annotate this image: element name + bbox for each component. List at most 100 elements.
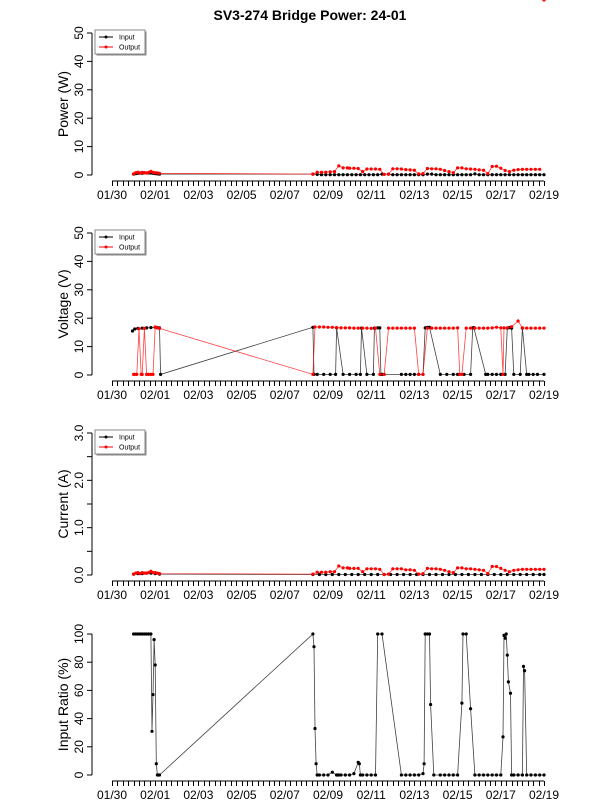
- x-tick-label: 02/05: [227, 388, 257, 402]
- data-point: [315, 773, 319, 777]
- data-point: [322, 773, 326, 777]
- legend-label: Output: [119, 45, 140, 52]
- data-point: [473, 326, 477, 330]
- data-point: [429, 702, 433, 707]
- data-point: [142, 632, 146, 636]
- data-point: [443, 326, 447, 330]
- data-point: [490, 372, 494, 376]
- data-point: [447, 570, 451, 574]
- x-tick-label: 02/01: [140, 588, 170, 602]
- panel-voltage: 0 10 20 30 40 50 Voltage (V) 01/30 02/01 02/03 02/…: [55, 226, 559, 402]
- data-point: [133, 327, 137, 331]
- data-point: [421, 372, 425, 376]
- data-point: [499, 173, 503, 177]
- y-tick-label: 20: [72, 311, 86, 325]
- data-point: [386, 172, 391, 176]
- data-point: [477, 773, 481, 777]
- data-point: [490, 773, 494, 777]
- data-point: [520, 326, 525, 330]
- y-tick-label: 3.0: [72, 424, 86, 441]
- data-point: [505, 326, 509, 330]
- legend-swatch-point: [104, 235, 108, 239]
- legend-swatch-point: [104, 45, 108, 49]
- data-point: [399, 567, 403, 571]
- data-point: [369, 167, 373, 171]
- data-point: [367, 173, 371, 177]
- data-point: [510, 773, 514, 777]
- data-point: [434, 167, 438, 171]
- data-point: [492, 572, 496, 577]
- data-point: [432, 773, 436, 777]
- x-tick-label: 02/11: [357, 588, 386, 602]
- data-point: [395, 167, 399, 171]
- data-point: [412, 326, 416, 330]
- legend-swatch-point: [104, 245, 108, 249]
- data-point: [499, 773, 503, 777]
- data-point: [157, 572, 162, 576]
- data-point: [529, 567, 533, 571]
- data-point: [412, 568, 416, 572]
- data-point: [542, 173, 546, 177]
- data-point: [512, 568, 516, 572]
- y-tick-label: 20: [72, 740, 86, 754]
- data-point: [456, 173, 460, 177]
- data-point: [354, 173, 358, 177]
- data-point: [149, 632, 153, 636]
- data-point: [469, 567, 473, 571]
- data-point: [311, 632, 315, 636]
- x-tick-label: 02/13: [399, 788, 429, 800]
- data-point: [481, 173, 486, 177]
- data-point: [456, 773, 460, 777]
- data-point: [317, 325, 321, 329]
- data-point: [358, 173, 362, 177]
- data-point: [499, 572, 503, 577]
- data-point: [140, 632, 144, 636]
- data-point: [382, 572, 386, 577]
- data-point: [503, 173, 507, 177]
- x-tick-label: 02/05: [227, 188, 257, 202]
- x-tick-label: 02/07: [270, 188, 300, 202]
- series-output: [132, 564, 546, 577]
- data-point: [369, 572, 373, 577]
- data-point: [369, 567, 373, 571]
- data-point: [434, 173, 438, 177]
- data-point: [531, 572, 535, 577]
- y-tick-label: 0.0: [72, 566, 86, 583]
- data-point: [516, 568, 520, 572]
- legend-swatch-point: [104, 435, 108, 439]
- data-point: [373, 167, 378, 171]
- y-tick-label: 50: [72, 226, 86, 240]
- legend-label: Input: [119, 435, 135, 442]
- data-point: [520, 567, 525, 571]
- x-tick-label: 02/03: [183, 588, 213, 602]
- data-point: [516, 319, 520, 323]
- data-point: [451, 773, 455, 777]
- data-point: [438, 372, 442, 376]
- data-point: [417, 172, 421, 176]
- data-point: [527, 372, 531, 376]
- data-point: [408, 168, 412, 172]
- data-point: [430, 567, 434, 571]
- data-point: [369, 773, 373, 777]
- data-point: [479, 572, 483, 577]
- data-point: [337, 572, 341, 577]
- data-point: [330, 325, 334, 329]
- data-point: [490, 164, 494, 169]
- data-point: [365, 372, 369, 376]
- data-point: [154, 762, 158, 766]
- data-point: [520, 173, 525, 177]
- data-point: [380, 632, 384, 636]
- data-point: [159, 372, 163, 376]
- data-point: [348, 773, 352, 777]
- legend-box: [94, 29, 146, 55]
- data-point: [533, 773, 538, 777]
- data-point: [525, 372, 529, 376]
- data-point: [315, 172, 319, 176]
- data-point: [538, 167, 542, 171]
- x-tick-label: 02/17: [486, 188, 516, 202]
- data-point: [473, 167, 477, 171]
- legend: Input Output: [94, 429, 147, 456]
- data-point: [142, 326, 146, 330]
- data-point: [438, 326, 442, 330]
- x-tick-label: 02/15: [443, 588, 473, 602]
